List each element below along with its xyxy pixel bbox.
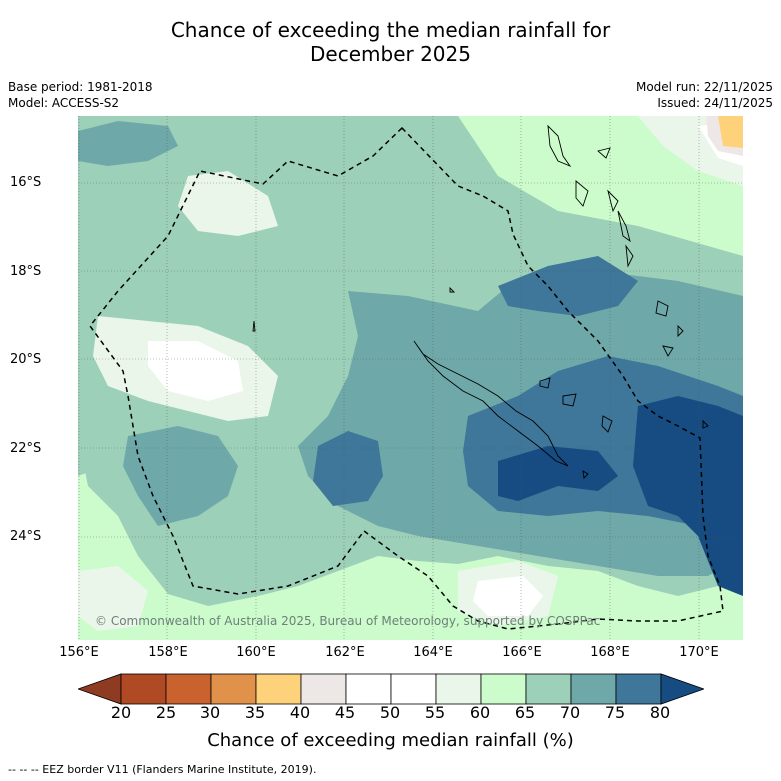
lon-label-156e: 156°E (59, 645, 99, 660)
contour-70-upper (168, 116, 488, 236)
colorbar-segment-30 (210, 673, 257, 705)
rainfall-map: © Commonwealth of Australia 2025, Bureau… (78, 116, 743, 640)
colorbar-segment-25 (165, 673, 212, 705)
small-islands (252, 286, 589, 479)
colorbar-segment-20 (120, 673, 167, 705)
contour-75-left (123, 426, 238, 526)
lon-label-166e: 166°E (502, 645, 542, 660)
colorbar-extend-high (660, 673, 704, 705)
colorbar-segment-50 (390, 673, 437, 705)
lat-label-20s: 20°S (10, 352, 42, 367)
lon-label-170e: 170°E (679, 645, 719, 660)
cb-tick-70: 70 (559, 703, 581, 722)
colorbar-segment-40 (300, 673, 347, 705)
cb-tick-25: 25 (155, 703, 177, 722)
colorbar-segment-35 (255, 673, 302, 705)
colorbar-segments (78, 673, 704, 705)
cb-tick-20: 20 (110, 703, 132, 722)
contour-60-bottomleft (78, 566, 148, 631)
contour-75-topleft (78, 121, 178, 166)
colorbar-extend-low (78, 673, 122, 705)
copyright-notice: © Commonwealth of Australia 2025, Bureau… (95, 614, 601, 628)
lat-label-16s: 16°S (10, 175, 42, 190)
eez-border (89, 126, 724, 630)
meta-left: Base period: 1981-2018 Model: ACCESS-S2 (8, 79, 153, 111)
contour-80-west (313, 431, 383, 506)
colorbar-title: Chance of exceeding median rainfall (%) (207, 730, 574, 751)
contour-85-south (498, 446, 618, 501)
base-period: Base period: 1981-2018 (8, 80, 153, 94)
coastlines (252, 124, 709, 479)
lon-label-158e: 158°E (148, 645, 188, 660)
lat-label-24s: 24°S (10, 529, 42, 544)
colorbar-segment-55 (435, 673, 482, 705)
cb-tick-60: 60 (469, 703, 491, 722)
lon-label-162e: 162°E (325, 645, 365, 660)
cb-tick-30: 30 (199, 703, 221, 722)
colorbar (78, 673, 704, 705)
cb-tick-80: 80 (649, 703, 671, 722)
colorbar-segment-65 (525, 673, 572, 705)
lon-label-160e: 160°E (236, 645, 276, 660)
contour-50-bottom (473, 576, 543, 616)
colorbar-segment-45 (345, 673, 392, 705)
cb-tick-65: 65 (514, 703, 536, 722)
lat-label-22s: 22°S (10, 441, 42, 456)
issued-date: Issued: 24/11/2025 (657, 96, 773, 110)
lon-label-168e: 168°E (590, 645, 630, 660)
contour-85-east (633, 396, 743, 596)
cb-tick-45: 45 (334, 703, 356, 722)
cb-tick-75: 75 (604, 703, 626, 722)
title-line-1: Chance of exceeding the median rainfall … (170, 18, 611, 42)
cb-tick-35: 35 (244, 703, 266, 722)
meta-right: Model run: 22/11/2025 Issued: 24/11/2025 (636, 79, 773, 111)
lat-label-18s: 18°S (10, 264, 42, 279)
vanuatu-islands (547, 124, 709, 429)
colorbar-segment-75 (615, 673, 662, 705)
map-title: Chance of exceeding the median rainfall … (0, 18, 781, 66)
eez-note: -- -- -- EEZ border V11 (Flanders Marine… (8, 763, 317, 776)
map-canvas (78, 116, 743, 640)
lon-label-164e: 164°E (413, 645, 453, 660)
graticule (78, 116, 743, 640)
new-caledonia-coast (413, 340, 569, 467)
cb-tick-55: 55 (424, 703, 446, 722)
model-name: Model: ACCESS-S2 (8, 96, 120, 110)
title-line-2: December 2025 (310, 42, 471, 66)
colorbar-segment-70 (570, 673, 617, 705)
contour-40-topright (718, 116, 743, 148)
contour-50-left (148, 341, 243, 401)
loyalty-islands (539, 377, 613, 433)
cb-tick-50: 50 (379, 703, 401, 722)
cb-tick-40: 40 (289, 703, 311, 722)
colorbar-segment-60 (480, 673, 527, 705)
model-run: Model run: 22/11/2025 (635, 80, 773, 94)
contour-60-top (178, 171, 278, 236)
